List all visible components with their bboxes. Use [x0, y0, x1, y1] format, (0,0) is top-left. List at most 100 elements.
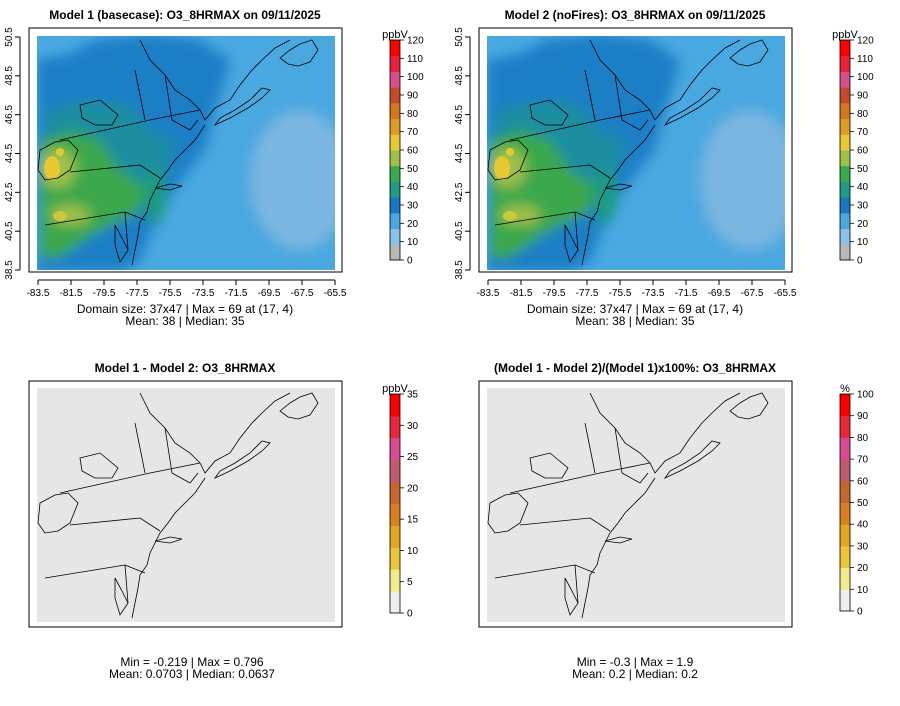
peak-ontario — [56, 148, 64, 156]
lon-tick-label: -83.5 — [477, 288, 500, 299]
lat-tick-label: 38.5 — [4, 260, 15, 280]
colorbar-segment — [390, 55, 400, 72]
lon-tick-label: -75.5 — [609, 288, 632, 299]
colorbar-unit: ppbV — [382, 29, 408, 41]
lon-tick-label: -75.5 — [159, 288, 182, 299]
panel-title: (Model 1 - Model 2)/(Model 1)x100%: O3_8… — [494, 361, 776, 375]
peak-erie — [44, 156, 60, 180]
colorbar-segment — [840, 394, 850, 417]
colorbar-segment — [840, 118, 850, 135]
colorbar-tick-label: 80 — [857, 433, 869, 444]
coastline-nova-scotia — [663, 87, 721, 127]
lon-tick-label: -65.5 — [774, 288, 797, 299]
lon-axis: -83.5 -81.5 -79.5 -77.5 -75.5 -73.5 -71.5 -69.5… — [27, 279, 347, 299]
colorbar-segment — [390, 525, 400, 548]
colorbar-tick-label: 100 — [857, 72, 874, 83]
colorbar-segment — [390, 197, 400, 214]
colorbar-segment — [390, 134, 400, 151]
lon-tick-label: -67.5 — [741, 288, 764, 299]
stats-line-2: Mean: 0.2 | Median: 0.2 — [572, 667, 698, 681]
coastline-east — [581, 477, 656, 619]
coastline-newfoundland — [729, 39, 769, 67]
peak-ohio — [503, 211, 517, 221]
colorbar-segment — [840, 567, 850, 590]
colorbar-tick-label: 80 — [857, 109, 869, 120]
coastline-newfoundland — [729, 392, 769, 420]
panel-percent-difference: (Model 1 - Model 2)/(Model 1)x100%: O3_8… — [478, 361, 793, 681]
colorbar-tick-label: 30 — [407, 421, 419, 432]
offshore-low — [250, 110, 335, 250]
colorbar-tick-label: 0 — [407, 609, 413, 620]
lon-tick-label: -73.5 — [642, 288, 665, 299]
lon-tick-label: -73.5 — [192, 288, 215, 299]
lon-axis: -83.5 -81.5 -79.5 -77.5 -75.5 -73.5 -71.5 -69.5… — [477, 279, 797, 299]
colorbar-tick-label: 10 — [407, 546, 419, 557]
colorbar-segment — [840, 545, 850, 569]
state-borders — [494, 69, 651, 251]
lat-tick-label: 40.5 — [4, 221, 15, 241]
colorbar-segment — [390, 459, 400, 483]
colorbar-segment — [840, 150, 850, 167]
peak-ontario — [506, 148, 514, 156]
colorbar-segment — [840, 459, 850, 482]
colorbar-segment — [390, 547, 400, 570]
colorbar-unit: ppbV — [832, 29, 858, 41]
colorbar-segment — [840, 134, 850, 151]
lon-tick-label: -81.5 — [60, 288, 83, 299]
lon-tick-label: -83.5 — [27, 288, 50, 299]
lat-tick-label: 42.5 — [4, 182, 15, 202]
colorbar-segment — [840, 197, 850, 214]
lon-tick-label: -79.5 — [543, 288, 566, 299]
field-map — [37, 36, 335, 270]
coastline-newfoundland — [279, 392, 319, 420]
coastline-east — [581, 124, 656, 266]
colorbar-segment — [390, 150, 400, 167]
east-coast-band — [143, 165, 167, 225]
colorbar-tick-label: 120 — [407, 36, 424, 47]
stats-line-2: Mean: 38 | Median: 35 — [575, 314, 695, 328]
colorbar-segment — [390, 212, 400, 230]
panel-model2: Model 2 (noFires): O3_8HRMAX on 09/11/20… — [454, 8, 797, 328]
panel-model1: Model 1 (basecase): O3_8HRMAX on 09/11/2… — [4, 8, 347, 328]
colorbar-segment — [840, 102, 850, 120]
colorbar-unit: % — [840, 383, 850, 395]
colorbar-tick-label: 50 — [407, 164, 419, 175]
colorbar-segment — [390, 394, 400, 417]
coastline-gulf-stlawrence — [589, 392, 741, 474]
colorbar-segment — [390, 569, 400, 592]
colorbar-segment — [840, 415, 850, 438]
state-borders — [494, 422, 651, 604]
colorbar-tick-label: 60 — [407, 146, 419, 157]
coastline-nova-scotia — [213, 440, 271, 480]
lat-tick-label: 38.5 — [454, 260, 465, 280]
colorbar-segment — [390, 165, 400, 182]
colorbar-segment — [840, 165, 850, 182]
peak-erie — [494, 156, 510, 180]
state-borders — [44, 422, 201, 604]
colorbar-frame — [389, 393, 401, 614]
colorbar-tick-label: 35 — [407, 390, 419, 401]
panel-title: Model 2 (noFires): O3_8HRMAX on 09/11/20… — [505, 8, 766, 22]
coastline-east — [131, 124, 206, 266]
colorbar-segment — [390, 181, 400, 198]
colorbar-tick-label: 90 — [857, 91, 869, 102]
map-outlines — [37, 39, 319, 266]
colorbar-tick-label: 10 — [857, 237, 869, 248]
stats-line-2: Mean: 38 | Median: 35 — [125, 314, 245, 328]
coastline-long-island — [604, 536, 633, 544]
coastline-east — [131, 477, 206, 619]
map-outlines — [487, 39, 769, 266]
colorbar-segment — [390, 228, 400, 245]
colorbar-segment — [390, 437, 400, 461]
colorbar-segment — [840, 87, 850, 104]
map-outlines — [37, 392, 319, 619]
colorbar-tick-label: 10 — [407, 237, 419, 248]
colorbar-tick-label: 60 — [857, 476, 869, 487]
colorbar-segment — [840, 181, 850, 198]
great-lakes — [37, 99, 119, 181]
colorbar-tick-label: 110 — [407, 54, 423, 65]
colorbar-segment — [390, 87, 400, 104]
colorbar-segment — [840, 524, 850, 547]
